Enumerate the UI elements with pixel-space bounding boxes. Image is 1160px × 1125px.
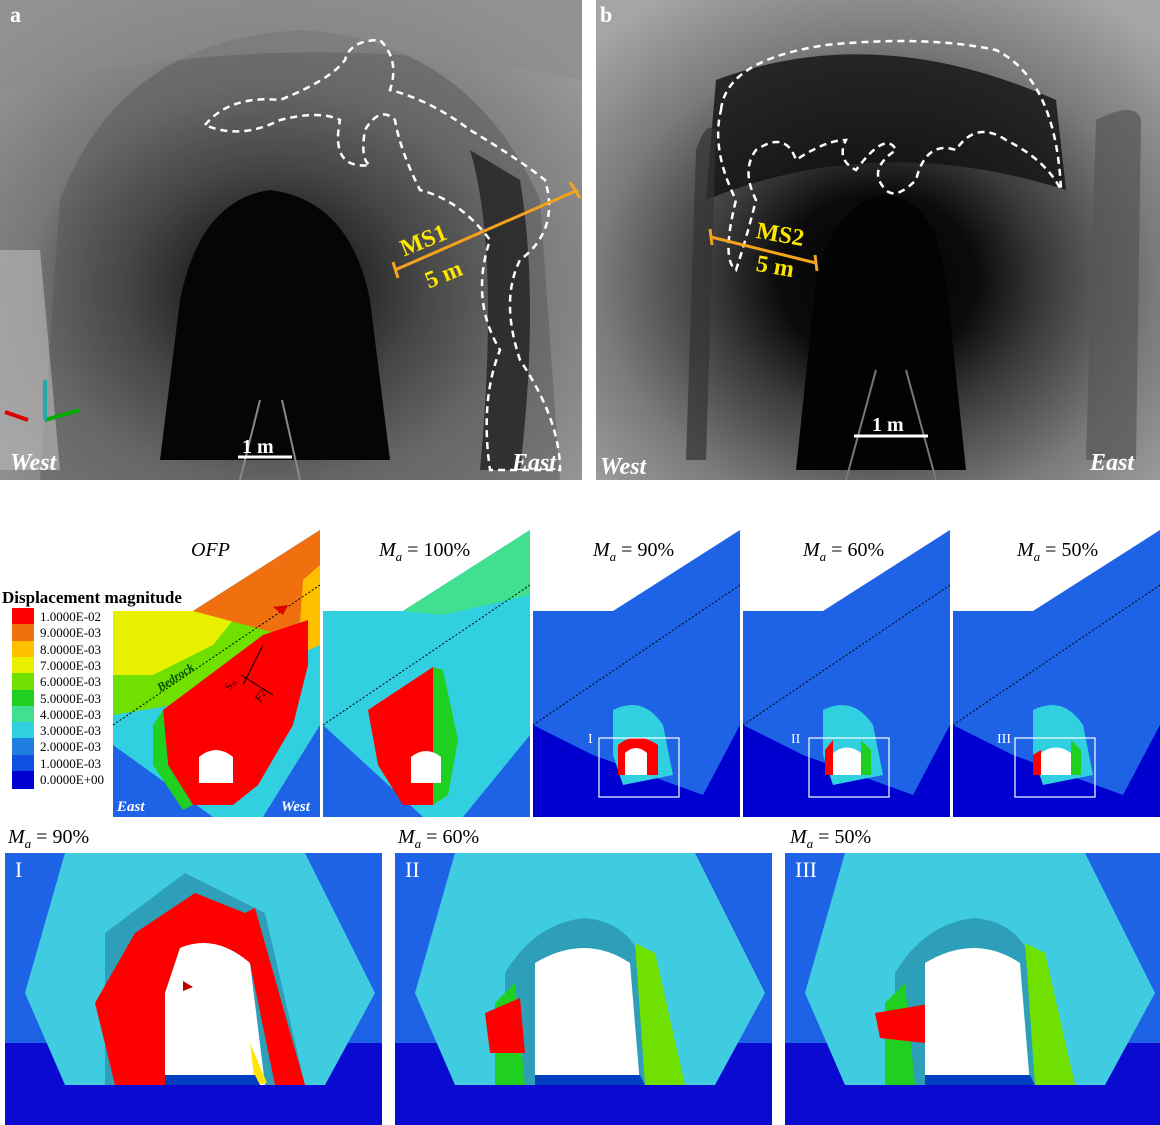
sim-panel-m50: Ma = 50% III: [953, 525, 1160, 817]
zoom-box-label-ii: II: [791, 732, 801, 747]
zoom-box-ii: [808, 737, 890, 798]
west-label-a: West: [10, 450, 57, 476]
legend-swatch: [12, 738, 34, 757]
east-label-b: East: [1090, 450, 1135, 476]
panel-label-b: b: [600, 2, 613, 27]
scale-text-a: 1 m: [242, 436, 274, 458]
legend-swatch: [12, 673, 34, 692]
ms2-line: [710, 235, 817, 265]
legend-label: 9.0000E-03: [40, 625, 102, 641]
sim-panel-m90: Ma = 90% I: [533, 525, 740, 817]
zoom-box-iii: [1014, 737, 1096, 798]
legend-swatch: [12, 656, 34, 675]
zoom-title-i: Ma = 90%: [8, 826, 90, 851]
legend-label: 7.0000E-03: [40, 657, 102, 673]
photo-panel-a: a West East 1 m MS1 5 m: [0, 0, 582, 480]
legend-label: 2.0000E-03: [40, 739, 102, 755]
scale-text-b: 1 m: [872, 414, 904, 436]
legend: Displacement magnitude 1.0000E-02 9.0000E…: [0, 588, 182, 789]
sim-panel-m100: Ma = 100%: [323, 525, 530, 817]
zoom-panel-iii: III: [785, 853, 1160, 1125]
legend-swatch: [12, 771, 34, 789]
legend-swatch: [12, 608, 34, 626]
legend-label: 0.0000E+00: [40, 772, 105, 787]
sim-title-m50: Ma = 50%: [1017, 539, 1099, 564]
legend-label: 6.0000E-03: [40, 674, 102, 690]
legend-label: 1.0000E-03: [40, 755, 102, 771]
zoom-panel-ii: II: [395, 853, 772, 1125]
east-label-a: East: [512, 450, 557, 476]
legend-label: 3.0000E-03: [40, 723, 102, 739]
west-label-sim: West: [281, 799, 310, 815]
sim-panel-ofp: OFP Bedrock Sn F2 East West: [113, 525, 320, 817]
failure-outline-b: [716, 39, 1063, 272]
tunnel-photo-a: [0, 0, 582, 480]
legend-swatch: [12, 722, 34, 741]
photo-panel-b: b West East 1 m MS2 5 m: [596, 0, 1160, 480]
zoom-title-iii: Ma = 50%: [790, 826, 872, 851]
legend-label: 1.0000E-02: [40, 609, 102, 624]
legend-swatch: [12, 754, 34, 773]
sim-title-m90: Ma = 90%: [593, 539, 675, 564]
ms1-line: [394, 188, 579, 272]
zoom-label-ii: II: [405, 857, 420, 882]
zoom-label-i: I: [15, 857, 23, 882]
legend-label: 8.0000E-03: [40, 641, 102, 657]
zoom-title-ii: Ma = 60%: [398, 826, 480, 851]
zoom-label-iii: III: [795, 857, 817, 882]
tunnel-photo-b: [596, 0, 1160, 480]
legend-label: 5.0000E-03: [40, 690, 102, 706]
legend-swatch: [12, 640, 34, 659]
zoom-box-i: [598, 737, 680, 798]
sim-title-m60: Ma = 60%: [803, 539, 885, 564]
zoom-box-label-i: I: [588, 732, 593, 747]
legend-swatch: [12, 624, 34, 643]
panel-label-a: a: [10, 2, 21, 27]
sim-title-m100: Ma = 100%: [379, 539, 471, 564]
legend-swatch: [12, 705, 34, 724]
sim-panel-m60: Ma = 60% II: [743, 525, 950, 817]
legend-swatch: [12, 689, 34, 708]
sim-title-ofp: OFP: [191, 539, 230, 561]
zoom-panel-i: I: [5, 853, 382, 1125]
legend-title: Displacement magnitude: [2, 588, 182, 607]
failure-outline-a: [202, 38, 562, 472]
legend-label: 4.0000E-03: [40, 706, 102, 722]
west-label-b: West: [600, 454, 647, 480]
zoom-box-label-iii: III: [997, 732, 1011, 747]
east-label-sim: East: [117, 799, 145, 815]
